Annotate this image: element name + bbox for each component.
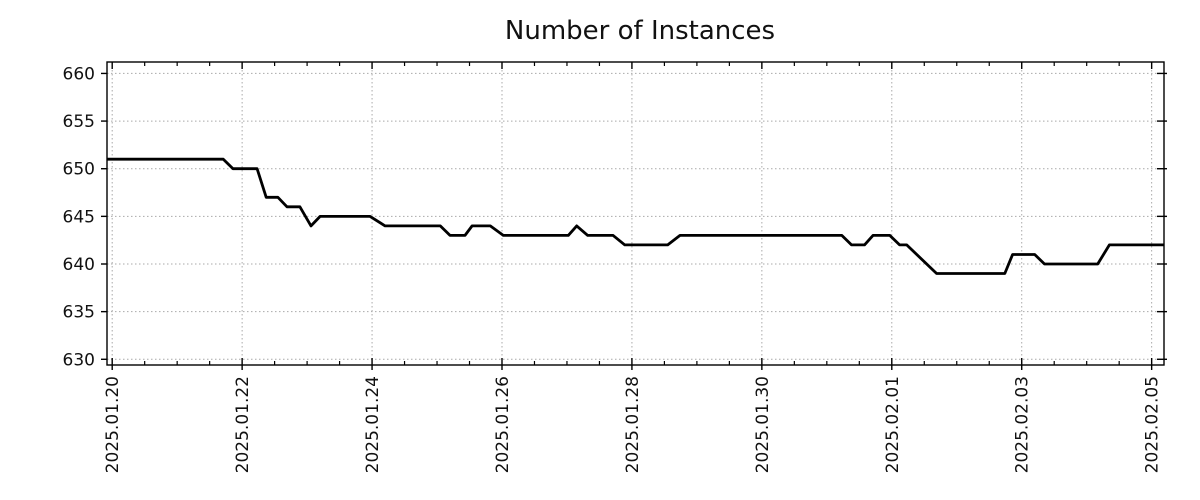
tick-label-layer: 660 655 650 645 640 635 630 2025.01.20 2025.01.2…: [63, 64, 1163, 473]
x-tick-label: 2025.02.01: [883, 376, 903, 473]
y-tick-label: 635: [63, 303, 95, 323]
x-tick-label: 2025.01.20: [103, 376, 123, 473]
y-tick-label: 630: [63, 350, 95, 370]
y-tick-label: 660: [63, 64, 95, 84]
x-tick-label: 2025.01.30: [753, 376, 773, 473]
y-tick-label: 640: [63, 255, 95, 275]
grid-layer: [107, 62, 1164, 365]
chart-title: Number of Instances: [505, 16, 775, 46]
x-tick-label: 2025.02.05: [1143, 376, 1163, 473]
tick-layer: [101, 62, 1167, 370]
x-tick-label: 2025.02.03: [1013, 376, 1033, 473]
x-tick-label: 2025.01.26: [493, 376, 513, 473]
y-tick-label: 645: [63, 207, 95, 227]
x-tick-label: 2025.01.28: [623, 376, 643, 473]
x-tick-label: 2025.01.22: [233, 376, 253, 473]
series-layer: [107, 157, 1164, 275]
series-line-instances: [107, 157, 1164, 275]
y-tick-label: 650: [63, 160, 95, 180]
y-tick-label: 655: [63, 112, 95, 132]
axis-frame: [106, 61, 1165, 366]
x-tick-label: 2025.01.24: [363, 376, 383, 473]
